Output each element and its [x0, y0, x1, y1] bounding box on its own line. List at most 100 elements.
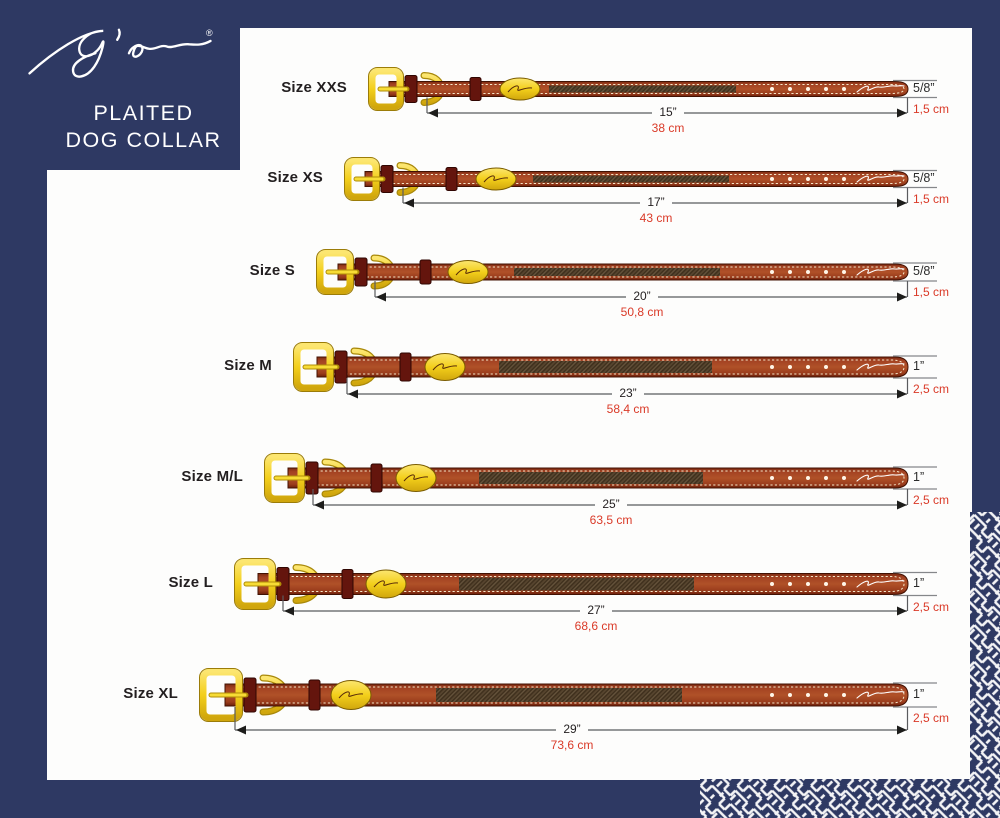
keeper — [341, 569, 354, 599]
strap — [364, 171, 909, 187]
arrowhead-right — [897, 725, 907, 735]
collar-hole — [788, 177, 792, 181]
tip-signature — [856, 691, 905, 699]
logo-plate — [424, 353, 466, 381]
braid-section — [533, 175, 729, 183]
length-inches-label: 29” — [502, 722, 642, 736]
arrowhead-right — [897, 389, 907, 399]
collar-hole — [788, 582, 792, 586]
width-cm-label: 1,5 cm — [913, 285, 950, 299]
stitching — [352, 266, 905, 278]
arrowhead-left — [428, 108, 438, 118]
logo-plate-signature — [507, 85, 533, 93]
tip-signature — [856, 268, 905, 276]
buckle — [199, 668, 243, 722]
braid-texture — [459, 577, 694, 591]
collar-hole — [770, 365, 774, 369]
braid-texture — [533, 175, 729, 183]
collar-hole — [806, 87, 810, 91]
d-ring — [396, 162, 421, 196]
d-ring-face — [351, 348, 378, 386]
braid-texture — [479, 472, 703, 484]
brand-box: ® PLAITED DOG COLLAR — [0, 0, 240, 170]
collar-hole — [806, 365, 810, 369]
collar-graphic — [316, 249, 937, 302]
buckle-outline — [293, 342, 334, 392]
arrowhead-left — [348, 389, 358, 399]
arrowhead-left — [404, 198, 414, 208]
collar-hole — [788, 270, 792, 274]
collar-hole — [824, 87, 828, 91]
logo-plate-signature — [373, 580, 399, 588]
d-ring-face — [293, 565, 320, 603]
arrowhead-right — [897, 292, 907, 302]
keeper — [354, 257, 368, 287]
product-title-line1: PLAITED — [93, 101, 194, 125]
collar-hole — [770, 476, 774, 480]
keeper — [399, 352, 412, 382]
keeper — [469, 77, 482, 101]
keeper — [404, 75, 418, 103]
collar-hole — [806, 582, 810, 586]
collar-hole — [842, 270, 846, 274]
width-cm-label: 2,5 cm — [913, 382, 950, 396]
collar-hole — [824, 693, 828, 697]
keeper — [419, 259, 432, 285]
width-inches-label: 1” — [913, 470, 925, 484]
collar-hole — [770, 87, 774, 91]
registered-trademark: ® — [206, 28, 213, 38]
width-inches-label: 5/8” — [913, 264, 935, 278]
d-ring — [292, 564, 322, 604]
strap — [337, 263, 909, 281]
size-label: Size L — [168, 574, 213, 591]
length-inches-value: 29” — [556, 722, 588, 736]
collar-hole — [806, 177, 810, 181]
decorative-maze-pattern — [700, 512, 1000, 818]
d-ring — [420, 72, 445, 106]
arrowhead-right — [897, 108, 907, 118]
strap — [224, 683, 909, 707]
width-cm-label: 2,5 cm — [913, 599, 950, 614]
buckle-outline — [234, 558, 276, 610]
collar-graphic — [368, 67, 937, 118]
collar-hole — [824, 365, 828, 369]
product-title: PLAITED DOG COLLAR — [47, 100, 240, 154]
length-inches-label: 20” — [572, 289, 712, 303]
collar-hole — [842, 693, 846, 697]
length-cm-label: 73,6 cm — [550, 738, 594, 752]
d-ring-face — [421, 73, 444, 105]
braid-texture — [549, 85, 736, 93]
d-ring — [350, 347, 379, 387]
braid-section — [514, 268, 720, 276]
size-label: Size S — [249, 262, 295, 279]
arrowhead-right — [897, 606, 907, 616]
buckle-outline — [344, 157, 380, 201]
braid-section — [436, 688, 682, 702]
width-cm-label: 2,5 cm — [913, 711, 950, 725]
buckle-outline — [368, 67, 404, 111]
length-inches-label: 25” — [541, 497, 681, 511]
logo-plate — [475, 167, 517, 191]
arrowhead-left — [376, 292, 386, 302]
braid-section — [549, 85, 736, 93]
length-inches-label: 17” — [586, 195, 726, 209]
keeper — [380, 165, 394, 193]
tip-signature — [856, 175, 905, 183]
logo-plate — [330, 680, 372, 710]
logo-plate-signature — [483, 175, 509, 183]
buckle — [264, 453, 305, 503]
collar-hole — [788, 365, 792, 369]
width-inches-label: 5/8” — [913, 171, 935, 185]
length-inches-value: 23” — [612, 386, 644, 400]
logo-plate — [447, 260, 489, 284]
braid-section — [479, 472, 703, 484]
tip-signature — [856, 363, 905, 371]
d-ring — [370, 254, 396, 290]
collar-hole — [788, 476, 792, 480]
collar-hole — [842, 365, 846, 369]
width-cm-label: 2,5 cm — [913, 493, 950, 507]
stitching — [332, 359, 905, 375]
collar-hole — [824, 476, 828, 480]
d-ring-face — [397, 163, 420, 195]
